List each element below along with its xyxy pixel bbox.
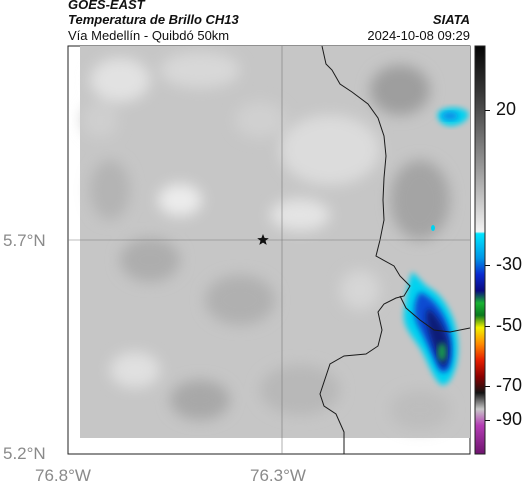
timestamp: 2024-10-08 09:29: [367, 28, 470, 43]
cold-cloud-north: [437, 107, 469, 126]
satellite-name: GOES-EAST: [68, 0, 145, 12]
cold-cloud-south: [403, 225, 459, 386]
colorbar-tick-label: -90: [496, 409, 523, 429]
product-title: Temperatura de Brillo CH13: [68, 12, 239, 27]
colorbar-tick-mark: [485, 386, 490, 387]
lon-tick-label: 76.8°W: [35, 466, 91, 485]
colorbar-tick-mark: [485, 326, 490, 327]
colorbar: [474, 45, 486, 455]
region-label: Vía Medellín - Quibdó 50km: [68, 28, 230, 43]
colorbar-tick-label: -50: [496, 315, 523, 335]
border-line: [319, 46, 411, 454]
lon-tick-label: 76.3°W: [250, 466, 306, 485]
colorbar-tick-label: -70: [496, 375, 523, 395]
lat-tick-label: 5.2°N: [3, 444, 46, 463]
colorbar-tick-mark: [485, 420, 490, 421]
star-icon: [257, 234, 269, 245]
colorbar-tick-mark: [485, 265, 490, 266]
lat-tick-label: 5.7°N: [3, 231, 46, 250]
colorbar-tick-label: 20: [496, 99, 517, 119]
brightness-texture: [82, 52, 450, 430]
colorbar-tick-mark: [485, 110, 490, 111]
coast-line: [399, 295, 470, 333]
colorbar-tick-label: -30: [496, 254, 523, 274]
organization-name: SIATA: [432, 12, 470, 27]
